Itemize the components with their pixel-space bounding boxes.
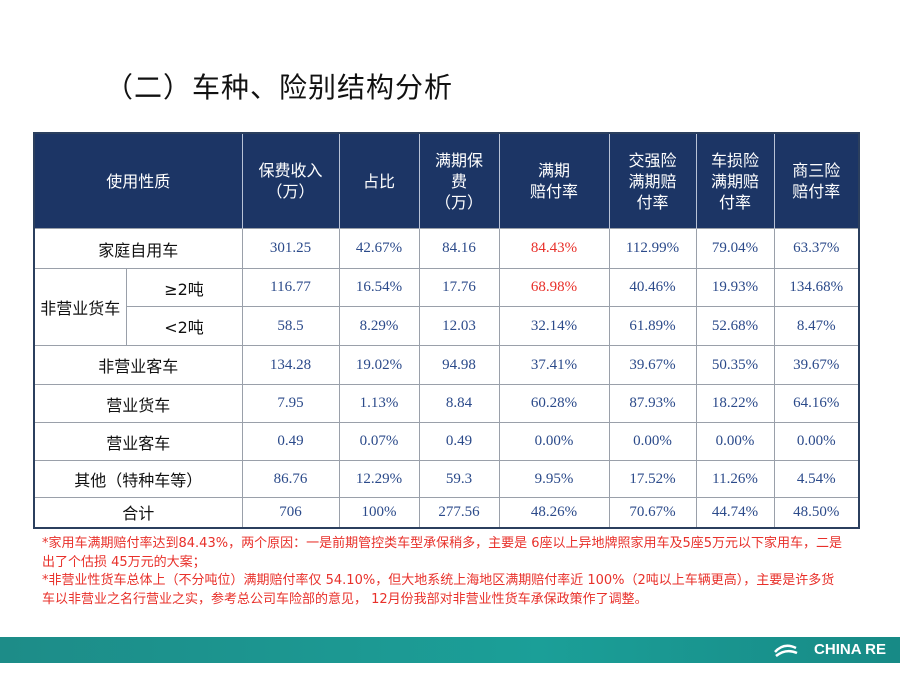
column-header: 满期保 费 （万）: [418, 133, 500, 229]
value-cell: 42.67%: [338, 228, 420, 269]
value-cell: 0.49: [418, 422, 500, 461]
value-cell: 0.07%: [338, 422, 420, 461]
value-cell: 301.25: [241, 228, 340, 269]
value-cell: 0.00%: [498, 422, 610, 461]
value-cell: 112.99%: [608, 228, 697, 269]
value-cell: 9.95%: [498, 460, 610, 498]
table-row: 其他（特种车等） 86.76 12.29% 59.3 9.95% 17.52% 11.26%…: [33, 460, 860, 498]
value-cell: 48.50%: [773, 497, 860, 528]
value-cell: 12.29%: [338, 460, 420, 498]
row-label: ≥2吨: [125, 268, 243, 307]
value-cell: 70.67%: [608, 497, 697, 528]
value-cell: 59.3: [418, 460, 500, 498]
table-row: 合计 706 100% 277.56 48.26% 70.67% 44.74% 48.50%: [33, 497, 860, 528]
logo-text: CHINA RE: [814, 641, 886, 658]
value-cell: 37.41%: [498, 345, 610, 385]
column-header: 商三险 赔付率: [773, 133, 860, 229]
value-cell: 86.76: [241, 460, 340, 498]
column-header: 车损险 满期赔 付率: [695, 133, 775, 229]
note: *非营业性货车总体上（不分吨位）满期赔付率仅 54.10%，但大地系统上海地区满…: [42, 573, 835, 607]
value-cell: 79.04%: [695, 228, 775, 269]
value-cell: 0.49: [241, 422, 340, 461]
value-cell: 1.13%: [338, 384, 420, 423]
row-label: 家庭自用车: [33, 228, 243, 269]
value-cell: 100%: [338, 497, 420, 528]
value-cell: 60.28%: [498, 384, 610, 423]
value-cell: 12.03: [418, 306, 500, 346]
value-cell: 116.77: [241, 268, 340, 307]
value-cell: 39.67%: [608, 345, 697, 385]
footer-bar: CHINA RE: [0, 637, 900, 663]
value-cell: 277.56: [418, 497, 500, 528]
value-cell: 50.35%: [695, 345, 775, 385]
row-label: 合计: [33, 497, 243, 528]
value-cell: 706: [241, 497, 340, 528]
column-header: 满期 赔付率: [498, 133, 610, 229]
row-label: 其他（特种车等）: [33, 460, 243, 498]
row-label: 非营业客车: [33, 345, 243, 385]
value-cell: 134.68%: [773, 268, 860, 307]
value-cell: 40.46%: [608, 268, 697, 307]
row-label: <2吨: [125, 306, 243, 346]
value-cell: 17.76: [418, 268, 500, 307]
value-cell: 0.00%: [608, 422, 697, 461]
value-cell: 94.98: [418, 345, 500, 385]
value-cell: 61.89%: [608, 306, 697, 346]
header-row: 使用性质 保费收入 （万） 占比 满期保 费 （万） 满期 赔付率 交强险 满期赔 付率车…: [33, 133, 860, 229]
table-row: 营业客车 0.49 0.07% 0.49 0.00% 0.00% 0.00% 0.00%: [33, 422, 860, 461]
table-row: 家庭自用车 301.25 42.67% 84.16 84.43% 112.99% 79.04…: [33, 228, 860, 269]
row-label: 营业货车: [33, 384, 243, 423]
table-row: 非营业客车 134.28 19.02% 94.98 37.41% 39.67% 50.35%…: [33, 345, 860, 385]
value-cell: 44.74%: [695, 497, 775, 528]
value-cell: 17.52%: [608, 460, 697, 498]
value-cell: 68.98%: [498, 268, 610, 307]
value-cell: 0.00%: [695, 422, 775, 461]
notes: *家用车满期赔付率达到84.43%，两个原因：一是前期管控类车型承保稍多，主要是…: [42, 535, 842, 609]
value-cell: 134.28: [241, 345, 340, 385]
value-cell: 4.54%: [773, 460, 860, 498]
value-cell: 19.93%: [695, 268, 775, 307]
value-cell: 84.16: [418, 228, 500, 269]
value-cell: 58.5: [241, 306, 340, 346]
value-cell: 87.93%: [608, 384, 697, 423]
table-row: 营业货车 7.95 1.13% 8.84 60.28% 87.93% 18.22% 64.16…: [33, 384, 860, 423]
data-table: 使用性质 保费收入 （万） 占比 满期保 费 （万） 满期 赔付率 交强险 满期赔 付率车…: [33, 132, 861, 529]
value-cell: 0.00%: [773, 422, 860, 461]
value-cell: 19.02%: [338, 345, 420, 385]
value-cell: 52.68%: [695, 306, 775, 346]
slide-title: （二）车种、险别结构分析: [105, 71, 454, 104]
group-label: 非营业货车: [33, 268, 127, 346]
value-cell: 84.43%: [498, 228, 610, 269]
table-row: 非营业货车 ≥2吨 116.77 16.54% 17.76 68.98% 40.46% 19.…: [33, 268, 860, 346]
value-cell: 48.26%: [498, 497, 610, 528]
value-cell: 32.14%: [498, 306, 610, 346]
column-header: 使用性质: [33, 133, 243, 229]
row-label: 营业客车: [33, 422, 243, 461]
value-cell: 64.16%: [773, 384, 860, 423]
value-cell: 8.29%: [338, 306, 420, 346]
value-cell: 16.54%: [338, 268, 420, 307]
column-header: 保费收入 （万）: [241, 133, 340, 229]
note: *家用车满期赔付率达到84.43%，两个原因：一是前期管控类车型承保稍多，主要是…: [42, 536, 843, 570]
value-cell: 8.84: [418, 384, 500, 423]
value-cell: 7.95: [241, 384, 340, 423]
value-cell: 39.67%: [773, 345, 860, 385]
value-cell: 63.37%: [773, 228, 860, 269]
value-cell: 8.47%: [773, 306, 860, 346]
logo-icon: [774, 644, 798, 658]
column-header: 交强险 满期赔 付率: [608, 133, 697, 229]
table-row: <2吨 58.5 8.29% 12.03 32.14% 61.89% 52.68% 8.47%: [34, 306, 860, 346]
value-cell: 18.22%: [695, 384, 775, 423]
value-cell: 11.26%: [695, 460, 775, 498]
column-header: 占比: [338, 133, 420, 229]
